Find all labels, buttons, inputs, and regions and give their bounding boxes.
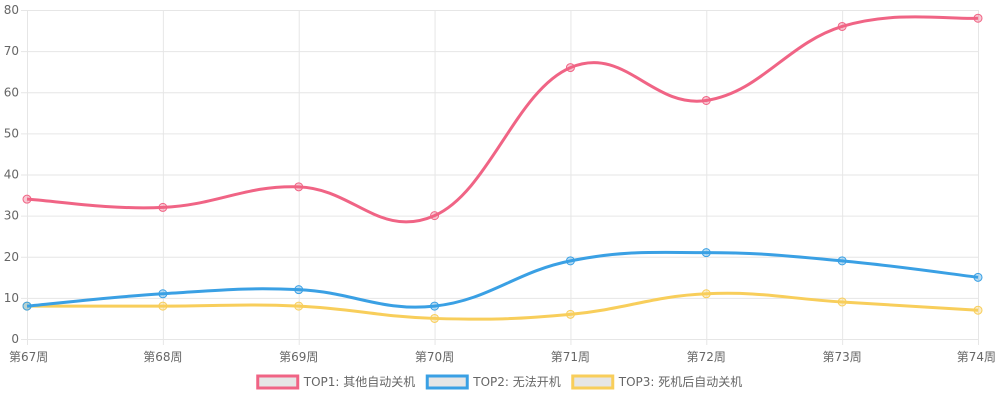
data-point [973, 13, 983, 23]
legend-swatch [425, 374, 469, 390]
data-point [294, 182, 304, 192]
x-tick-label: 第69周 [279, 350, 318, 364]
axes: 0 10 20 30 40 50 60 70 80 第67周 第68周 第69周 第70周 第71周 第72… [4, 3, 996, 364]
x-tick-label: 第71周 [551, 350, 590, 364]
data-point [158, 289, 168, 299]
y-tick-label: 70 [4, 44, 19, 58]
x-tick-label: 第68周 [143, 350, 182, 364]
y-tick-label: 50 [4, 126, 19, 140]
legend-swatch [571, 374, 615, 390]
data-point [565, 256, 575, 266]
data-point [837, 21, 847, 31]
y-tick-label: 60 [4, 85, 19, 99]
data-point [158, 202, 168, 212]
data-point [973, 272, 983, 282]
x-tick-label: 第70周 [415, 350, 454, 364]
data-point [430, 301, 440, 311]
series [22, 13, 983, 323]
y-tick-label: 20 [4, 250, 19, 264]
series-1 [22, 13, 983, 224]
legend-item-2[interactable]: TOP2: 无法开机 [425, 374, 561, 390]
series-3 [22, 289, 983, 323]
y-tick-label: 80 [4, 3, 19, 17]
y-tick-label: 0 [11, 332, 19, 346]
legend-label: TOP3: 死机后自动关机 [618, 375, 743, 389]
data-point [565, 63, 575, 73]
y-tick-label: 10 [4, 291, 19, 305]
series-line [26, 15, 979, 224]
data-point [22, 194, 32, 204]
data-point [430, 211, 440, 221]
grid [21, 10, 979, 345]
x-tick-label: 第67周 [9, 350, 48, 364]
data-point [837, 256, 847, 266]
legend-item-1[interactable]: TOP1: 其他自动关机 [256, 374, 416, 390]
data-point [430, 313, 440, 323]
x-tick-label: 第74周 [957, 350, 996, 364]
y-tick-label: 40 [4, 168, 19, 182]
data-point [294, 301, 304, 311]
series-line [26, 291, 979, 321]
data-point [22, 301, 32, 311]
data-point [158, 301, 168, 311]
x-tick-label: 第73周 [823, 350, 862, 364]
data-point [701, 95, 711, 105]
legend-swatch [256, 374, 300, 390]
x-tick-label: 第72周 [687, 350, 726, 364]
data-point [701, 248, 711, 258]
series-2 [22, 248, 983, 311]
legend-item-3[interactable]: TOP3: 死机后自动关机 [571, 374, 743, 390]
data-point [973, 305, 983, 315]
data-point [294, 285, 304, 295]
legend-label: TOP2: 无法开机 [472, 375, 561, 389]
series-line [26, 250, 979, 309]
data-point [565, 309, 575, 319]
data-point [701, 289, 711, 299]
data-point [837, 297, 847, 307]
y-tick-label: 30 [4, 209, 19, 223]
legend-label: TOP1: 其他自动关机 [303, 375, 416, 389]
legend: TOP1: 其他自动关机 TOP2: 无法开机 TOP3: 死机后自动关机 [256, 374, 743, 390]
